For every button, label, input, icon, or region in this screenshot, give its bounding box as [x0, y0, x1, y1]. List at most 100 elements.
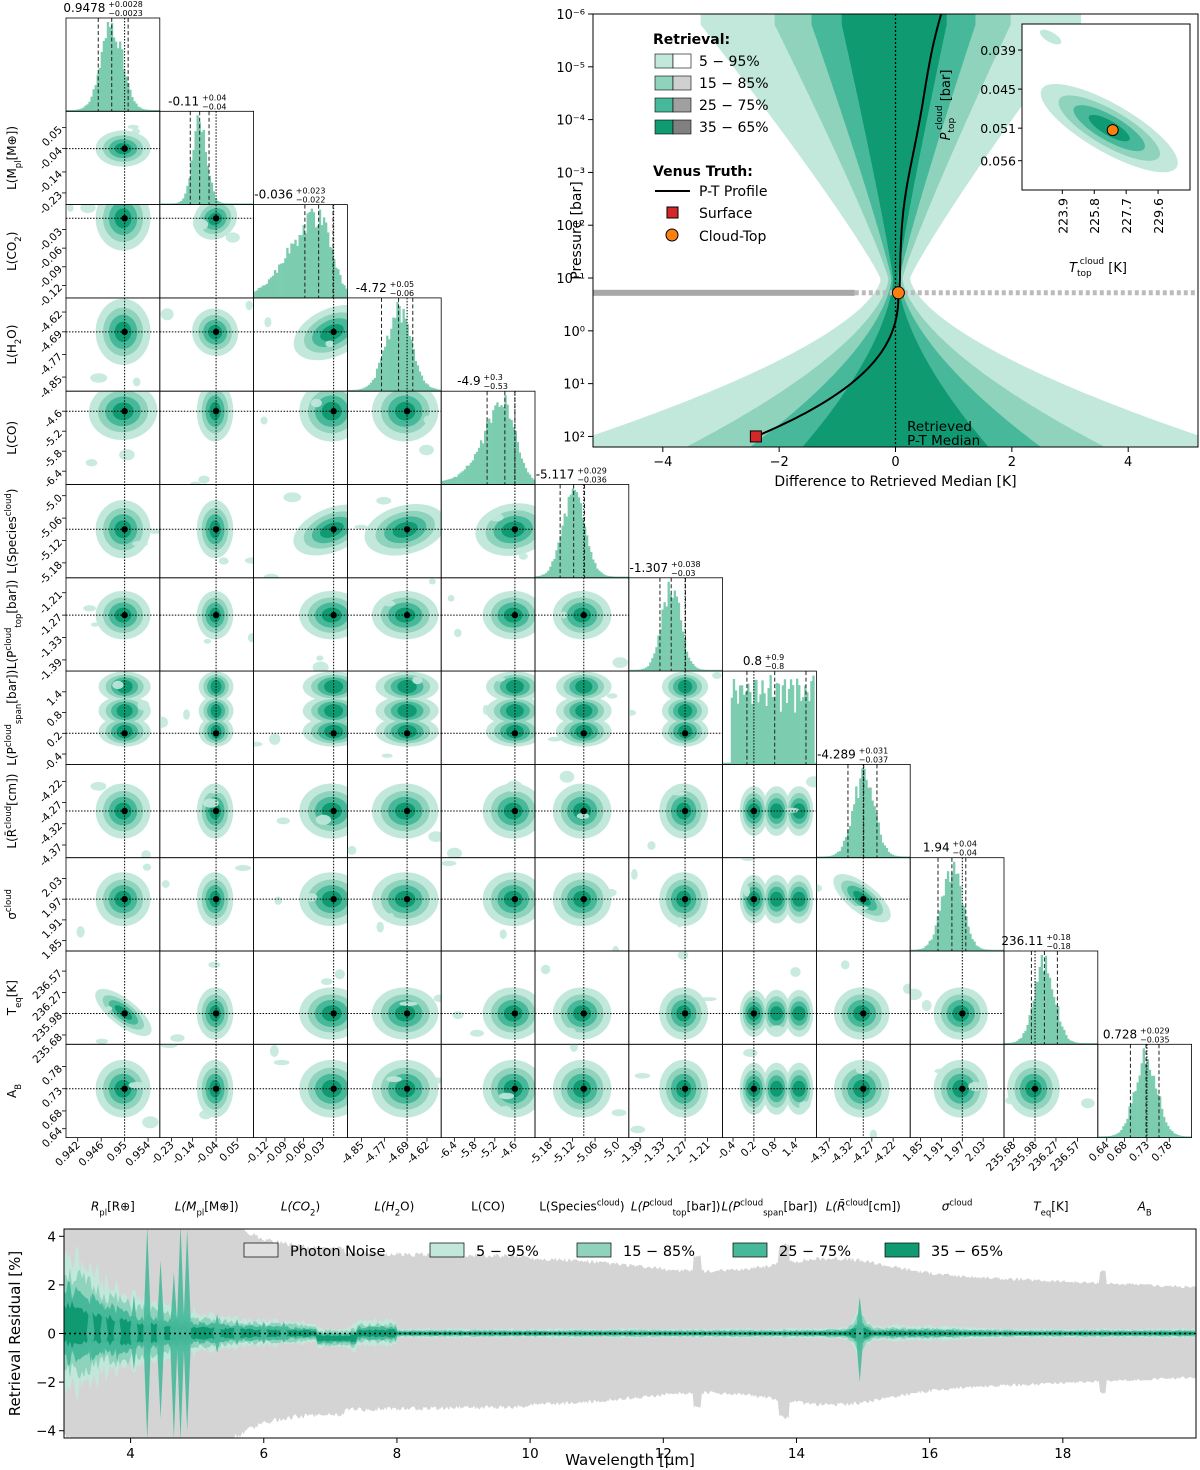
hist-bar	[157, 110, 161, 112]
hist-bar	[233, 203, 236, 205]
hist-bar	[571, 488, 575, 578]
legend-title-truth: Venus Truth:	[653, 164, 753, 180]
hist-bar	[769, 675, 772, 765]
contour-blob	[423, 415, 435, 425]
truth-point	[403, 895, 411, 903]
hist-bar	[651, 658, 654, 672]
corner-cell-11-10	[1003, 1043, 1099, 1139]
hist-bar	[192, 149, 195, 205]
truth-point	[750, 1085, 758, 1092]
hist-bar	[408, 335, 411, 392]
hist-bar	[732, 679, 736, 765]
contour-blob	[489, 513, 504, 522]
cloud-gray-band	[593, 289, 855, 296]
hist-bar	[946, 871, 950, 951]
residual-legend-swatch	[732, 1242, 768, 1258]
y-tick-label: -4.27	[37, 799, 65, 827]
hist-bar	[685, 651, 689, 672]
hist-bar	[479, 440, 483, 485]
truth-point	[330, 1010, 337, 1017]
hist-bar	[1093, 1043, 1097, 1045]
hist-bar	[999, 949, 1003, 951]
contour-blob	[494, 676, 506, 682]
hist-bar	[963, 906, 966, 951]
hist-bar	[661, 609, 664, 672]
contour-blob	[247, 633, 254, 643]
hist-bar	[239, 203, 242, 205]
hist-bar	[630, 669, 634, 672]
hist-bar	[225, 203, 228, 205]
contour-blob	[325, 340, 334, 347]
truth-point	[212, 807, 220, 815]
hist-bar	[1054, 1004, 1058, 1045]
hist-bar	[170, 203, 173, 205]
hist-bar	[667, 581, 670, 672]
hist-bar	[545, 572, 548, 578]
param-err-plus: +0.9	[765, 653, 784, 662]
inset-cloudtop-marker	[1106, 124, 1119, 137]
hist-bar	[677, 602, 681, 672]
param-err-plus: +0.04	[202, 93, 227, 102]
hist-bar	[783, 679, 787, 765]
hist-bar	[861, 768, 864, 858]
residual-y-tick-label: −2	[36, 1375, 56, 1391]
hist-bar	[716, 669, 719, 672]
hist-bar	[1063, 1029, 1066, 1045]
hist-bar	[765, 706, 768, 765]
truth-point	[212, 328, 220, 336]
contour-blob	[605, 888, 617, 897]
truth-point	[580, 611, 587, 619]
hist-bar	[363, 387, 367, 392]
hist-bar	[310, 208, 314, 298]
hist-bar	[1163, 1116, 1166, 1138]
x-tick-label: -5.06	[572, 1139, 600, 1167]
hist-bar	[1010, 1042, 1013, 1045]
hist-bar	[1061, 1026, 1064, 1045]
truth-point	[403, 1010, 411, 1017]
truth-point	[750, 807, 758, 815]
hist-bar	[902, 856, 905, 858]
contour-blob	[137, 700, 150, 711]
hist-bar	[1075, 1042, 1078, 1045]
residual-x-tick-label: 10	[522, 1446, 539, 1462]
truth-point	[511, 1085, 519, 1092]
hist-bar	[343, 285, 346, 298]
y-tick-label: -0.4	[42, 750, 65, 773]
contour-blob	[428, 831, 442, 842]
hist-bar	[871, 800, 874, 858]
hist-bar	[700, 669, 703, 672]
hist-bar	[575, 492, 579, 578]
y-axis-label: L(R̄cloud[cm])	[4, 774, 19, 849]
residual-spike	[233, 1318, 242, 1346]
contour-blob	[499, 1105, 512, 1115]
hist-bar	[1185, 1136, 1188, 1138]
x-tick-label: 0.946	[77, 1139, 107, 1169]
corner-cell-6-6: -1.307 +0.038−0.03	[628, 560, 723, 672]
residual-spike	[169, 1272, 178, 1438]
x-tick-label: 1.85	[901, 1139, 926, 1164]
contour-group	[816, 874, 891, 923]
hist-bar	[392, 317, 395, 392]
contour-blob	[131, 128, 140, 135]
y-tick-label: 0.2	[45, 730, 65, 750]
hist-bar	[683, 638, 687, 672]
hist-bar	[559, 535, 562, 578]
corner-cell-9-8	[816, 857, 911, 952]
hist-bar	[506, 404, 509, 485]
corner-cell-6-4	[440, 577, 536, 672]
hist-bar	[877, 822, 880, 858]
contour-group	[540, 964, 612, 1040]
hist-bar	[1036, 981, 1039, 1045]
legend-item-label: 15 − 85%	[699, 76, 769, 92]
hist-bar	[494, 405, 497, 485]
hist-bar	[349, 389, 352, 392]
contour-group	[90, 781, 151, 858]
hist-bar	[112, 37, 116, 112]
hist-bar	[836, 851, 840, 858]
hist-bar	[161, 203, 165, 205]
contour-blob	[235, 865, 251, 871]
corner-cell-11-11: 0.728 +0.029−0.035	[1097, 1026, 1193, 1139]
contour-blob	[381, 753, 393, 758]
truth-point	[580, 1085, 587, 1092]
y-tick-label: -4.37	[37, 841, 65, 869]
